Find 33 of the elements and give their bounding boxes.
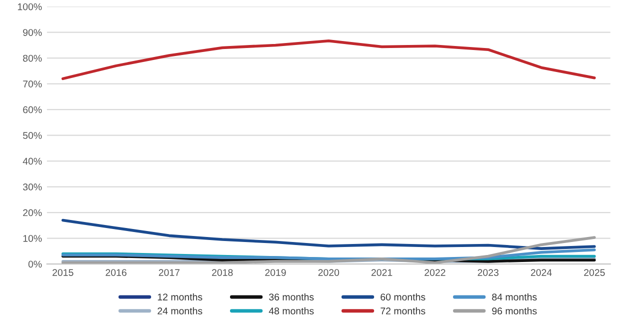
y-tick-label: 20% [23, 209, 42, 216]
x-tick-label: 2020 [318, 269, 340, 276]
x-tick-label: 2022 [424, 269, 446, 276]
line-series [62, 236, 596, 264]
x-tick-label: 2017 [158, 269, 180, 276]
y-tick-label: 60% [23, 106, 42, 114]
y-tick-label: 30% [23, 184, 42, 190]
line-series [62, 218, 596, 250]
line-series [62, 39, 596, 80]
legend-label: 60 months [380, 293, 426, 300]
x-tick-label: 2015 [52, 269, 74, 276]
y-tick-label: 80% [23, 54, 42, 62]
x-tick-label: 2025 [584, 269, 605, 276]
y-tick-label: 0% [28, 260, 42, 268]
x-tick-label: 2023 [478, 269, 498, 276]
legend-label: 84 months [492, 293, 537, 300]
y-tick-label: 90% [23, 29, 42, 36]
x-tick-label: 2016 [106, 269, 126, 276]
x-tick-label: 2021 [371, 269, 392, 276]
x-tick-label: 2019 [265, 269, 286, 276]
legend-label: 72 months [380, 307, 426, 314]
legend-label: 96 months [492, 307, 537, 314]
x-tick-label: 2024 [530, 269, 552, 276]
legend-label: 24 months [158, 307, 202, 314]
legend-label: 48 months [268, 307, 314, 314]
y-tick-label: 40% [22, 158, 42, 165]
y-tick-label: 70% [23, 80, 42, 88]
legend-label: 36 months [269, 293, 314, 300]
legend-label: 12 months [158, 293, 202, 300]
x-tick-label: 2018 [212, 269, 233, 276]
y-tick-label: 100% [18, 3, 42, 10]
y-tick-label: 50% [23, 132, 42, 139]
y-tick-label: 10% [23, 234, 42, 242]
